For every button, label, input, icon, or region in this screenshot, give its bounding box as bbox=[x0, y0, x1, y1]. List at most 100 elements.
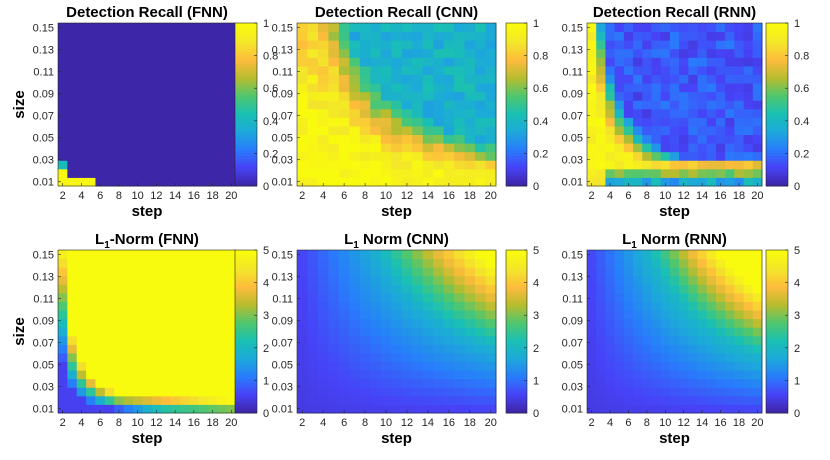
heatmap-cell bbox=[642, 48, 652, 58]
colorbar-segment bbox=[506, 250, 527, 254]
heatmap-cell bbox=[734, 177, 745, 187]
colorbar-segment bbox=[766, 331, 788, 335]
heatmap-cell bbox=[614, 370, 625, 380]
colorbar-tick-label: 4 bbox=[794, 278, 800, 290]
heatmap-cell bbox=[660, 344, 671, 354]
heatmap-cell bbox=[226, 395, 237, 405]
heatmap-cell bbox=[151, 404, 162, 414]
heatmap-cell bbox=[151, 352, 162, 363]
heatmap-cell bbox=[743, 177, 754, 187]
heatmap-cell bbox=[669, 48, 680, 58]
heatmap-cell bbox=[743, 387, 754, 397]
heatmap-cell bbox=[605, 258, 616, 268]
heatmap-cell bbox=[715, 310, 726, 320]
heatmap-cell bbox=[725, 352, 735, 363]
heatmap-cell bbox=[743, 65, 754, 75]
x-tick-label: 18 bbox=[464, 190, 476, 202]
heatmap-cell bbox=[123, 108, 134, 118]
heatmap-cell bbox=[317, 318, 329, 328]
heatmap-cell bbox=[734, 151, 745, 161]
colorbar-segment bbox=[235, 313, 257, 317]
heatmap-cell bbox=[734, 48, 745, 58]
heatmap-cell bbox=[104, 65, 115, 75]
colorbar-segment bbox=[766, 323, 788, 327]
heatmap-cell bbox=[485, 100, 497, 110]
heatmap-cell bbox=[123, 387, 134, 397]
heatmap-cell bbox=[614, 378, 625, 388]
heatmap-cell bbox=[422, 74, 434, 84]
y-tick-label: 0.11 bbox=[33, 66, 54, 78]
colorbar-segment bbox=[506, 132, 527, 136]
heatmap-cell bbox=[151, 143, 162, 153]
heatmap-cell bbox=[642, 74, 652, 84]
heatmap-cell bbox=[67, 404, 78, 414]
colorbar-segment bbox=[766, 173, 788, 177]
heatmap-cell bbox=[380, 74, 392, 84]
heatmap-cell bbox=[104, 48, 115, 58]
heatmap-cell bbox=[605, 275, 616, 285]
heatmap-cell bbox=[76, 31, 87, 41]
heatmap-cell bbox=[475, 65, 487, 75]
heatmap-cell bbox=[380, 65, 392, 75]
y-tick-label: 0.03 bbox=[562, 382, 583, 394]
heatmap-cell bbox=[359, 395, 371, 405]
colorbar-segment bbox=[235, 112, 257, 116]
colorbar-segment bbox=[506, 165, 527, 169]
heatmap-cell bbox=[67, 378, 78, 388]
heatmap-cell bbox=[370, 404, 382, 414]
heatmap-cell bbox=[614, 168, 625, 178]
heatmap-cell bbox=[715, 125, 726, 136]
heatmap-cell bbox=[614, 310, 625, 320]
heatmap-cell bbox=[123, 275, 134, 285]
heatmap-cell bbox=[706, 108, 717, 118]
heatmap-cell bbox=[170, 250, 181, 260]
heatmap-cell bbox=[596, 404, 606, 414]
heatmap-cell bbox=[669, 267, 680, 277]
heatmap-cell bbox=[207, 284, 218, 294]
heatmap-cell bbox=[67, 292, 78, 302]
colorbar-segment bbox=[766, 183, 788, 187]
heatmap-cell bbox=[679, 275, 689, 285]
heatmap-cell bbox=[76, 125, 87, 136]
colorbar-segment bbox=[766, 168, 788, 172]
colorbar-segment bbox=[766, 33, 788, 37]
heatmap-cell bbox=[370, 395, 382, 405]
x-tick-label: 18 bbox=[733, 417, 745, 429]
heatmap-cell bbox=[179, 275, 190, 285]
heatmap-cell bbox=[307, 151, 319, 161]
heatmap-cell bbox=[226, 318, 237, 328]
y-axis-label: size bbox=[11, 317, 28, 345]
heatmap-cell bbox=[623, 100, 634, 110]
heatmap-cell bbox=[642, 117, 652, 127]
x-tick-label: 12 bbox=[150, 190, 162, 202]
heatmap-cell bbox=[743, 83, 754, 93]
x-tick-label: 20 bbox=[751, 417, 763, 429]
axes-frame bbox=[586, 22, 763, 187]
heatmap-cell bbox=[67, 40, 78, 50]
heatmap-cell bbox=[198, 160, 209, 170]
colorbar-segment bbox=[766, 328, 788, 332]
heatmap-cell bbox=[207, 327, 218, 337]
heatmap-cell bbox=[752, 370, 763, 380]
heatmap-cell bbox=[596, 100, 606, 110]
heatmap-cell bbox=[752, 284, 763, 294]
heatmap-cell bbox=[475, 83, 487, 93]
heatmap-cell bbox=[587, 310, 597, 320]
colorbar-segment bbox=[235, 308, 257, 312]
heatmap-cell bbox=[734, 301, 745, 311]
heatmap-cell bbox=[161, 258, 171, 268]
x-tick-label: 16 bbox=[714, 190, 726, 202]
heatmap-cell bbox=[76, 74, 87, 84]
x-tick-label: 2 bbox=[60, 190, 66, 202]
heatmap-cell bbox=[412, 83, 424, 93]
heatmap-cell bbox=[151, 318, 162, 328]
colorbar-segment bbox=[766, 112, 788, 116]
heatmap-cell bbox=[715, 352, 726, 363]
heatmap-cell bbox=[715, 160, 726, 170]
heatmap-cell bbox=[587, 292, 597, 302]
colorbar-segment bbox=[506, 99, 527, 103]
colorbar-tick-label: 1 bbox=[533, 375, 539, 387]
heatmap-cell bbox=[170, 83, 181, 93]
heatmap-cell bbox=[688, 352, 699, 363]
heatmap-cell bbox=[142, 74, 153, 84]
